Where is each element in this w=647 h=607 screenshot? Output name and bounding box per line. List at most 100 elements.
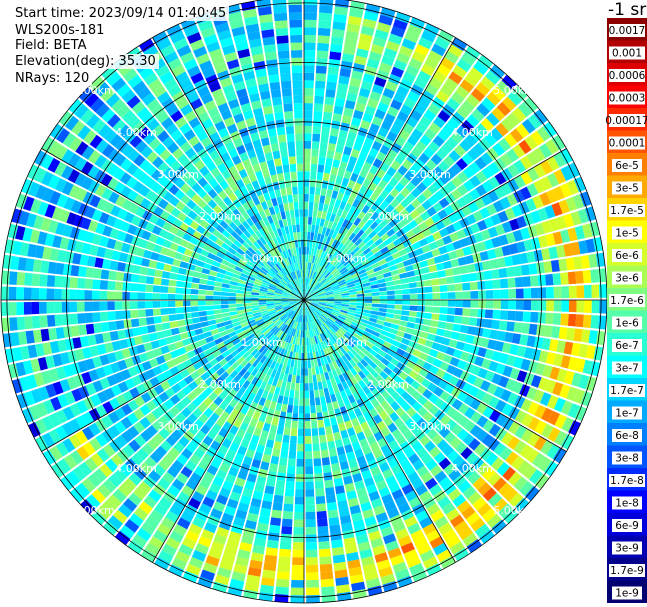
data-cell bbox=[341, 300, 350, 302]
data-cell bbox=[123, 233, 134, 244]
data-cell bbox=[236, 236, 245, 245]
data-cell bbox=[197, 254, 207, 262]
data-cell bbox=[273, 328, 281, 336]
data-cell bbox=[295, 247, 299, 256]
data-cell bbox=[209, 358, 219, 367]
data-cell bbox=[334, 350, 342, 359]
data-cell bbox=[501, 74, 517, 90]
data-cell bbox=[23, 391, 36, 406]
data-cell bbox=[507, 436, 520, 450]
data-cell bbox=[288, 297, 297, 300]
data-cell bbox=[353, 278, 362, 284]
data-cell bbox=[341, 210, 349, 219]
data-cell bbox=[240, 255, 249, 263]
data-cell bbox=[244, 519, 257, 530]
data-cell bbox=[320, 373, 326, 382]
data-cell bbox=[506, 148, 519, 163]
data-cell bbox=[218, 390, 228, 401]
data-cell bbox=[228, 345, 237, 354]
data-cell bbox=[411, 390, 422, 401]
data-cell bbox=[138, 352, 149, 363]
data-cell bbox=[167, 84, 182, 97]
data-cell bbox=[411, 401, 423, 412]
data-cell bbox=[113, 167, 126, 181]
colorbar-tick-label: 6e-9 bbox=[615, 520, 639, 532]
data-cell bbox=[279, 388, 286, 397]
data-cell bbox=[368, 242, 378, 251]
data-cell bbox=[499, 352, 509, 365]
data-cell bbox=[437, 496, 451, 509]
data-cell bbox=[318, 541, 331, 550]
data-cell bbox=[290, 595, 304, 603]
data-cell bbox=[259, 210, 267, 219]
data-cell bbox=[175, 401, 186, 412]
data-cell bbox=[281, 518, 293, 527]
data-cell bbox=[364, 296, 373, 300]
data-cell bbox=[243, 431, 253, 442]
data-cell bbox=[177, 491, 191, 504]
data-cell bbox=[520, 398, 533, 412]
data-cell bbox=[329, 336, 336, 345]
data-cell bbox=[360, 244, 369, 252]
data-cell bbox=[328, 316, 336, 322]
data-cell bbox=[226, 414, 236, 425]
data-cell bbox=[336, 191, 344, 201]
data-cell bbox=[260, 461, 270, 471]
data-cell bbox=[409, 355, 419, 364]
data-cell bbox=[235, 41, 249, 52]
data-cell bbox=[435, 368, 446, 379]
data-cell bbox=[308, 305, 314, 313]
data-cell bbox=[231, 361, 240, 370]
data-cell bbox=[401, 483, 414, 495]
data-cell bbox=[198, 503, 212, 515]
data-cell bbox=[295, 278, 300, 286]
data-cell bbox=[333, 477, 344, 487]
data-cell bbox=[429, 483, 442, 496]
data-cell bbox=[136, 448, 149, 461]
data-cell bbox=[331, 230, 338, 239]
data-cell bbox=[323, 104, 334, 113]
data-cell bbox=[553, 300, 562, 312]
data-cell bbox=[92, 119, 106, 134]
data-cell bbox=[163, 167, 175, 179]
data-cell bbox=[330, 531, 342, 541]
data-cell bbox=[436, 549, 452, 563]
data-cell bbox=[566, 386, 578, 402]
data-cell bbox=[371, 292, 380, 296]
data-cell bbox=[256, 388, 264, 397]
data-cell bbox=[331, 239, 338, 248]
data-cell bbox=[250, 552, 264, 562]
data-cell bbox=[205, 257, 214, 265]
data-cell bbox=[305, 443, 312, 452]
data-cell bbox=[308, 288, 315, 295]
data-cell bbox=[334, 260, 342, 268]
data-cell bbox=[377, 229, 386, 238]
data-cell bbox=[133, 408, 145, 421]
data-cell bbox=[336, 446, 346, 456]
data-cell bbox=[311, 148, 319, 157]
data-cell bbox=[283, 258, 289, 267]
data-cell bbox=[479, 337, 490, 348]
data-cell bbox=[292, 367, 297, 376]
data-cell bbox=[363, 11, 379, 22]
data-cell bbox=[327, 220, 334, 230]
data-cell bbox=[266, 159, 275, 169]
data-cell bbox=[344, 318, 353, 324]
data-cell bbox=[484, 349, 495, 360]
data-cell bbox=[194, 328, 204, 336]
data-cell bbox=[236, 356, 246, 365]
data-cell bbox=[216, 322, 225, 329]
data-cell bbox=[465, 254, 475, 265]
data-cell bbox=[267, 532, 280, 542]
data-cell bbox=[309, 329, 312, 338]
data-cell bbox=[167, 293, 176, 300]
data-cell bbox=[296, 367, 301, 376]
data-cell bbox=[524, 135, 538, 150]
data-cell bbox=[144, 222, 155, 233]
data-cell bbox=[181, 205, 192, 216]
data-cell bbox=[67, 169, 80, 184]
data-cell bbox=[378, 14, 394, 26]
data-cell bbox=[174, 189, 185, 200]
data-cell bbox=[366, 58, 380, 69]
data-cell bbox=[514, 497, 530, 513]
